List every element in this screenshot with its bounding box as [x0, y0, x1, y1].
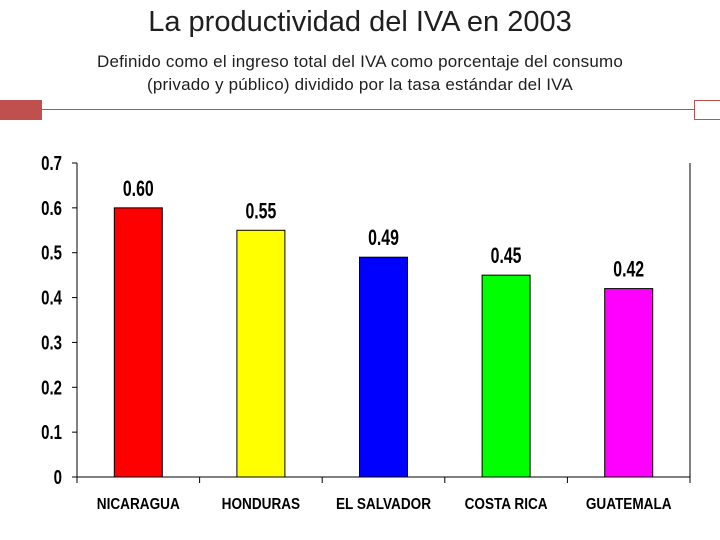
- title-divider-accent-left: [0, 100, 42, 120]
- y-tick-label: 0.7: [41, 152, 62, 175]
- y-tick-label: 0.4: [41, 286, 62, 309]
- slide-subtitle: Definido como el ingreso total del IVA c…: [40, 50, 680, 96]
- slide-title: La productividad del IVA en 2003: [148, 6, 572, 38]
- bar-el-salvador: [359, 256, 408, 478]
- y-tick-label: 0.2: [41, 376, 62, 399]
- bar-costa-rica: [481, 274, 531, 478]
- y-tick-label: 0.6: [41, 197, 62, 220]
- x-tick-label: NICARAGUA: [97, 496, 180, 513]
- bar-nicaragua: [113, 207, 163, 478]
- subtitle-line-2: (privado y público) dividido por la tasa…: [147, 75, 573, 94]
- y-tick-label: 0: [54, 466, 62, 489]
- x-tick-label: COSTA RICA: [465, 496, 548, 513]
- data-label: 0.60: [123, 177, 154, 201]
- title-divider: [0, 109, 720, 110]
- x-tick-label: GUATEMALA: [586, 496, 672, 513]
- x-tick-label: HONDURAS: [222, 496, 301, 513]
- x-tick-label: EL SALVADOR: [336, 496, 431, 513]
- y-tick-label: 0.5: [41, 242, 62, 265]
- y-tick-label: 0.3: [41, 331, 62, 354]
- y-tick-label: 0.1: [41, 421, 62, 444]
- data-label: 0.42: [613, 258, 644, 282]
- title-divider-accent-right: [694, 100, 720, 120]
- bar-honduras: [236, 229, 286, 478]
- data-label: 0.55: [245, 200, 276, 224]
- bar-guatemala: [604, 288, 654, 478]
- data-label: 0.49: [368, 227, 399, 251]
- data-label: 0.45: [491, 245, 522, 269]
- subtitle-line-1: Definido como el ingreso total del IVA c…: [96, 52, 623, 71]
